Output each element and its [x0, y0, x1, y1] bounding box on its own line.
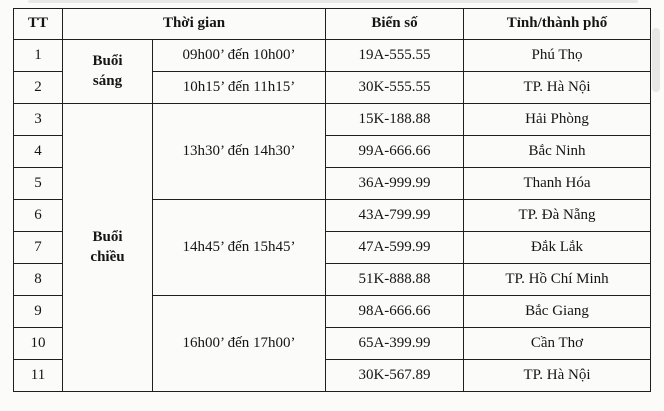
province-cell: Bắc Ninh [463, 135, 651, 168]
province-cell: Đắk Lắk [463, 231, 651, 264]
row-number-cell: 1 [13, 39, 63, 72]
plate-cell: 65A-399.99 [325, 327, 464, 360]
plate-cell: 30K-567.89 [325, 359, 464, 392]
province-cell: TP. Hà Nội [463, 71, 651, 104]
session-label: Buổi sáng [92, 53, 123, 89]
province-cell: Hải Phòng [463, 103, 651, 136]
province-cell: Bắc Giang [463, 295, 651, 328]
plate-cell: 98A-666.66 [325, 295, 464, 328]
table-row: 1 Buổi sáng 09h00’ đến 10h00’ 19A-555.55… [13, 39, 651, 104]
row-number-cell: 10 [13, 327, 63, 360]
table-row: 3 Buổi chiều 13h30’ đến 14h30’ 15K-188.8… [13, 103, 651, 392]
row-number-cell: 4 [13, 135, 63, 168]
row-number-cell: 3 [13, 103, 63, 136]
row-number-cell: 6 [13, 199, 63, 232]
row-number-cell: 7 [13, 231, 63, 264]
plate-cell: 99A-666.66 [325, 135, 464, 168]
col-header-tt: TT [13, 8, 63, 40]
session-label: Buổi chiều [90, 229, 125, 265]
province-cell: TP. Đà Nẵng [463, 199, 651, 232]
plate-cell: 15K-188.88 [325, 103, 464, 136]
plate-cell: 51K-888.88 [325, 263, 464, 296]
province-cell: Phú Thọ [463, 39, 651, 72]
row-number-cell: 8 [13, 263, 63, 296]
scan-artifact [652, 28, 660, 92]
plate-cell: 47A-599.99 [325, 231, 464, 264]
time-slot-cell: 09h00’ đến 10h00’ [152, 39, 326, 72]
province-cell: TP. Hà Nội [463, 359, 651, 392]
plate-cell: 19A-555.55 [325, 39, 464, 72]
table-row: 11 30K-567.89 TP. Hà Nội [13, 359, 651, 392]
province-cell: Thanh Hóa [463, 167, 651, 200]
row-number-cell: 2 [13, 71, 63, 104]
table-row: 8 51K-888.88 TP. Hồ Chí Minh [13, 263, 651, 296]
time-slot-cell: 10h15’ đến 11h15’ [152, 71, 326, 104]
header-row: TT Thời gian Biển số Tỉnh/thành phố [13, 8, 651, 40]
row-number-cell: 9 [13, 295, 63, 328]
row-number-cell: 11 [13, 359, 63, 392]
plate-cell: 36A-999.99 [325, 167, 464, 200]
province-cell: Cần Thơ [463, 327, 651, 360]
table-row: 9 16h00’ đến 17h00’ 98A-666.66 Bắc Giang [13, 295, 651, 392]
province-cell: TP. Hồ Chí Minh [463, 263, 651, 296]
table-row: 10 65A-399.99 Cần Thơ [13, 327, 651, 360]
session-cell-morning: Buổi sáng [62, 39, 153, 104]
plate-cell: 43A-799.99 [325, 199, 464, 232]
scan-artifact [28, 0, 638, 3]
plate-cell: 30K-555.55 [325, 71, 464, 104]
time-slot-cell: 13h30’ đến 14h30’ [152, 103, 326, 200]
table-row: 6 14h45’ đến 15h45’ 43A-799.99 TP. Đà Nẵ… [13, 199, 651, 296]
time-slot-cell: 16h00’ đến 17h00’ [152, 295, 326, 392]
row-number-cell: 5 [13, 167, 63, 200]
col-header-tinh-thanh-pho: Tỉnh/thành phố [463, 8, 651, 40]
session-cell-afternoon: Buổi chiều [62, 103, 153, 392]
col-header-thoi-gian: Thời gian [62, 8, 326, 40]
auction-schedule-table: TT Thời gian Biển số Tỉnh/thành phố 1 Bu… [13, 8, 651, 392]
col-header-bien-so: Biển số [325, 8, 464, 40]
time-slot-cell: 14h45’ đến 15h45’ [152, 199, 326, 296]
table-row: 4 99A-666.66 Bắc Ninh [13, 135, 651, 168]
